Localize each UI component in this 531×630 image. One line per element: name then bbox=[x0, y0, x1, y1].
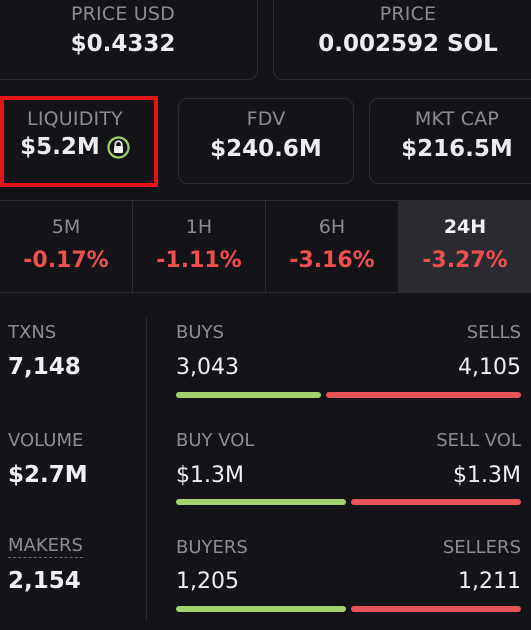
makers-label: MAKERS bbox=[8, 535, 83, 558]
sellers-label: SELLERS bbox=[442, 537, 521, 558]
buys-value: 3,043 bbox=[176, 355, 239, 380]
tab-24h-change: -3.27% bbox=[422, 248, 508, 273]
buyers-bar bbox=[176, 606, 346, 612]
tab-5m-change: -0.17% bbox=[23, 248, 109, 273]
txns-label: TXNS bbox=[8, 322, 57, 343]
tab-5m-label: 5M bbox=[51, 216, 81, 238]
sells-bar bbox=[326, 392, 521, 398]
sellers-bar bbox=[351, 606, 521, 612]
price-usd-label: PRICE USD bbox=[71, 3, 175, 25]
mkt-cap-card: MKT CAP $216.5M bbox=[369, 98, 531, 184]
timeframe-tabs: 5M -0.17% 1H -1.11% 6H -3.16% 24H -3.27% bbox=[0, 200, 531, 293]
tab-6h[interactable]: 6H -3.16% bbox=[266, 201, 399, 292]
buy-vol-label: BUY VOL bbox=[176, 430, 255, 451]
buyers-value: 1,205 bbox=[176, 569, 239, 594]
sells-value: 4,105 bbox=[458, 355, 521, 380]
mkt-cap-label: MKT CAP bbox=[414, 108, 500, 130]
price-usd-card: PRICE USD $0.4332 bbox=[0, 0, 258, 80]
txns-value: 7,148 bbox=[8, 354, 81, 380]
tab-1h-label: 1H bbox=[185, 216, 213, 238]
liquidity-value: $5.2M bbox=[20, 134, 100, 160]
buys-label: BUYS bbox=[176, 322, 224, 343]
sell-vol-label: SELL VOL bbox=[436, 430, 521, 451]
price-sol-card: PRICE 0.002592 SOL bbox=[273, 0, 531, 80]
makers-value: 2,154 bbox=[8, 568, 81, 594]
buy-vol-bar bbox=[176, 499, 346, 505]
tab-6h-change: -3.16% bbox=[289, 248, 375, 273]
buy-vol-value: $1.3M bbox=[176, 463, 244, 488]
lock-icon bbox=[107, 135, 130, 159]
fdv-card: FDV $240.6M bbox=[178, 98, 354, 184]
volume-value: $2.7M bbox=[8, 462, 88, 488]
fdv-value: $240.6M bbox=[210, 136, 322, 162]
tab-1h[interactable]: 1H -1.11% bbox=[133, 201, 266, 292]
tab-24h-label: 24H bbox=[443, 216, 487, 238]
sell-vol-value: $1.3M bbox=[453, 463, 521, 488]
tab-6h-label: 6H bbox=[318, 216, 346, 238]
tab-24h[interactable]: 24H -3.27% bbox=[399, 201, 531, 292]
price-sol-label: PRICE bbox=[379, 3, 437, 25]
volume-label: VOLUME bbox=[8, 430, 84, 451]
liquidity-card: LIQUIDITY $5.2M bbox=[0, 98, 156, 184]
mkt-cap-value: $216.5M bbox=[401, 136, 513, 162]
stats-divider bbox=[146, 318, 147, 620]
price-sol-value: 0.002592 SOL bbox=[318, 31, 498, 57]
sellers-value: 1,211 bbox=[458, 569, 521, 594]
tab-1h-change: -1.11% bbox=[156, 248, 242, 273]
liquidity-label: LIQUIDITY bbox=[27, 108, 123, 130]
fdv-label: FDV bbox=[246, 108, 286, 130]
highlight-box bbox=[0, 96, 158, 187]
sells-label: SELLS bbox=[466, 322, 521, 343]
price-usd-value: $0.4332 bbox=[70, 31, 176, 57]
sell-vol-bar bbox=[351, 499, 521, 505]
buys-bar bbox=[176, 392, 321, 398]
tab-5m[interactable]: 5M -0.17% bbox=[0, 201, 133, 292]
buyers-label: BUYERS bbox=[176, 537, 248, 558]
